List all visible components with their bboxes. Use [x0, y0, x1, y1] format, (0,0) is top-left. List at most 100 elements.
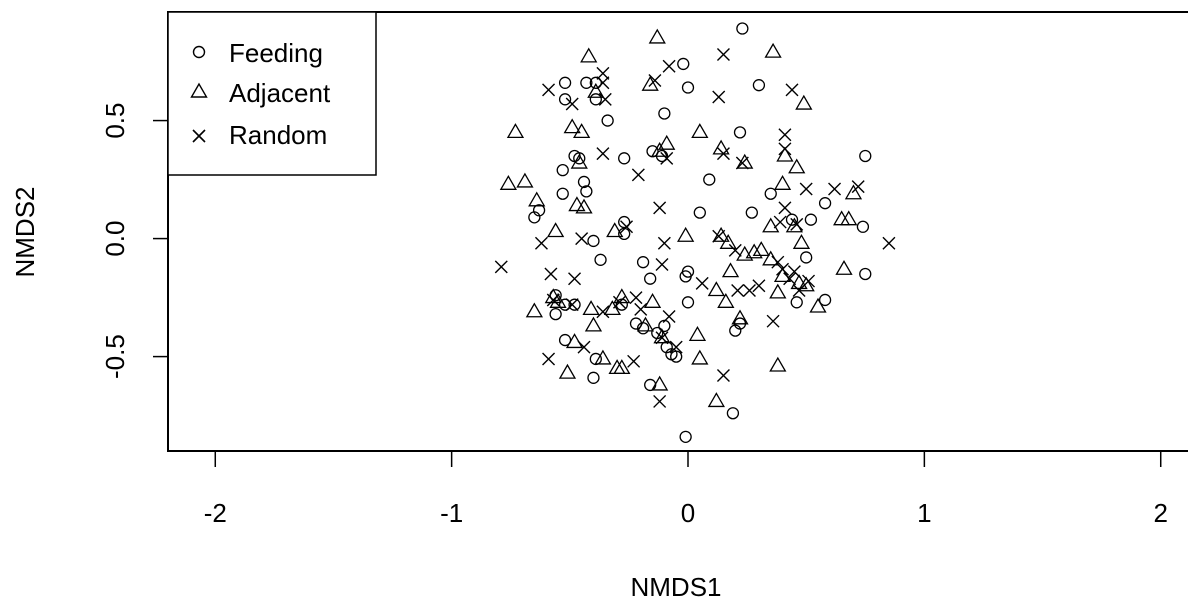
- adjacent-point: [795, 94, 813, 110]
- random-point: [568, 272, 582, 286]
- feeding-point: [679, 270, 692, 283]
- x-tick-label: 1: [917, 498, 931, 528]
- feeding-point: [681, 296, 695, 309]
- feeding-point: [818, 197, 832, 210]
- series-random: [494, 47, 896, 408]
- adjacent-point: [499, 174, 517, 190]
- adjacent-point: [688, 326, 707, 341]
- feeding-point: [589, 76, 602, 89]
- adjacent-point: [844, 184, 863, 200]
- feeding-point: [644, 378, 657, 392]
- random-point: [565, 97, 579, 111]
- random-point: [716, 368, 730, 382]
- random-point: [766, 314, 780, 328]
- feeding-point: [532, 204, 546, 217]
- random-point: [575, 232, 589, 246]
- adjacent-point: [773, 174, 792, 190]
- random-point: [546, 293, 560, 307]
- adjacent-point: [651, 141, 669, 157]
- legend-label-adjacent: Adjacent: [229, 78, 331, 108]
- random-point: [802, 274, 816, 288]
- feeding-point: [558, 76, 572, 89]
- adjacent-point: [835, 259, 853, 275]
- adjacent-point: [731, 309, 749, 325]
- random-point: [669, 340, 683, 354]
- feeding-point: [726, 407, 740, 420]
- random-point: [787, 265, 801, 279]
- random-point: [882, 236, 896, 250]
- feeding-point: [658, 107, 671, 120]
- adjacent-point: [762, 217, 780, 233]
- random-point: [783, 272, 797, 286]
- data-points: [494, 22, 896, 443]
- feeding-point: [736, 22, 749, 35]
- legend-cross-icon: [192, 129, 206, 143]
- random-point: [653, 394, 667, 408]
- legend: Feeding Adjacent Random: [167, 11, 377, 176]
- random-point: [731, 284, 745, 297]
- adjacent-point: [769, 283, 787, 299]
- random-point: [752, 279, 766, 293]
- random-point: [657, 236, 671, 250]
- x-tick-label: 2: [1153, 498, 1167, 528]
- adjacent-point: [840, 210, 858, 226]
- adjacent-point: [587, 82, 605, 98]
- random-point: [655, 258, 669, 272]
- x-tick-label: -1: [440, 498, 463, 528]
- feeding-point: [587, 234, 600, 248]
- feeding-point: [558, 298, 572, 311]
- y-axis: -0.5 0.0 0.5: [100, 102, 168, 379]
- feeding-point: [764, 187, 777, 200]
- adjacent-point: [506, 123, 525, 139]
- random-point: [778, 201, 792, 215]
- random-point: [799, 182, 813, 196]
- adjacent-point: [547, 222, 565, 238]
- adjacent-point: [809, 297, 827, 313]
- adjacent-point: [525, 302, 543, 318]
- random-point: [494, 260, 508, 274]
- random-point: [534, 236, 548, 250]
- feeding-point: [618, 215, 631, 229]
- feeding-point: [636, 256, 650, 269]
- x-tick-label: -2: [204, 498, 227, 528]
- feeding-point: [785, 213, 799, 226]
- random-point: [596, 76, 610, 90]
- random-point: [577, 340, 591, 354]
- adjacent-point: [580, 47, 598, 63]
- random-point: [620, 220, 634, 234]
- random-point: [544, 267, 558, 281]
- random-point: [778, 142, 792, 156]
- adjacent-point: [752, 241, 770, 257]
- adjacent-point: [516, 172, 534, 188]
- feeding-point: [859, 267, 872, 281]
- series-feeding: [528, 22, 872, 443]
- random-point: [631, 168, 645, 182]
- feeding-point: [703, 173, 716, 186]
- adjacent-point: [636, 316, 655, 332]
- random-point: [712, 229, 726, 243]
- x-tick-label: 0: [681, 498, 695, 528]
- feeding-point: [790, 296, 803, 309]
- adjacent-point: [613, 359, 631, 375]
- random-point: [776, 262, 790, 276]
- legend-label-feeding: Feeding: [229, 38, 323, 68]
- random-point: [773, 215, 787, 229]
- adjacent-point: [613, 288, 631, 304]
- series-adjacent: [499, 28, 863, 408]
- random-point: [712, 90, 726, 104]
- random-point: [565, 298, 579, 312]
- adjacent-point: [797, 276, 815, 292]
- adjacent-point: [712, 139, 730, 155]
- feeding-point: [800, 251, 813, 264]
- random-point: [662, 309, 676, 323]
- feeding-point: [601, 114, 614, 127]
- feeding-point: [580, 185, 593, 198]
- random-point: [612, 295, 626, 309]
- adjacent-point: [643, 293, 662, 308]
- adjacent-point: [792, 234, 811, 249]
- feeding-point: [558, 93, 572, 106]
- feeding-point: [859, 149, 872, 163]
- adjacent-point: [584, 316, 603, 332]
- feeding-point: [733, 126, 747, 139]
- random-point: [660, 151, 674, 165]
